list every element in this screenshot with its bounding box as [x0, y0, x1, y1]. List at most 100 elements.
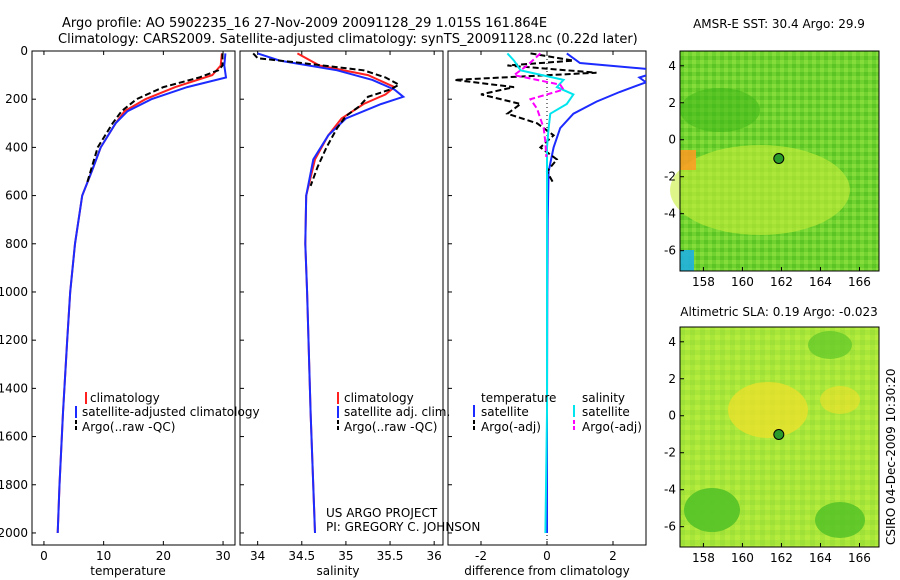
- depth-tick-label: 0: [20, 44, 28, 58]
- lat-tick-label: 4: [668, 59, 676, 73]
- salinity-panel: [239, 50, 444, 546]
- lat-tick-label: 0: [668, 409, 676, 423]
- x-tick-label: 20: [156, 549, 171, 563]
- lon-tick-label: 162: [770, 551, 793, 565]
- salinity-axis-label: salinity: [316, 564, 359, 578]
- lat-tick-label: -6: [664, 244, 676, 258]
- project-credit: US ARGO PROJECT: [326, 506, 438, 520]
- sla-low-patch-3: [808, 331, 852, 359]
- float-position-marker: [773, 429, 785, 441]
- profile-curves: [56, 52, 646, 534]
- sst-map-frame: [679, 50, 880, 272]
- x-tick-label: 10: [96, 549, 111, 563]
- difference-legend: temperature satellite Argo(-adj) salinit…: [473, 391, 642, 434]
- lat-tick-label: 2: [668, 372, 676, 386]
- legend-label-argo: Argo(..raw -QC): [82, 420, 175, 434]
- timestamp-credit: CSIRO 04-Dec-2009 10:30:20: [884, 368, 898, 545]
- lat-tick-label: 0: [668, 133, 676, 147]
- sst-map-axes: 158 160 162 164 166 4 2 0 -2 -4 -6: [664, 59, 871, 289]
- legend-label-climatology: climatology: [90, 391, 160, 405]
- sst-map: [670, 50, 880, 272]
- temperature-line-satellite-adjusted-climatology: [56, 53, 228, 534]
- lat-tick-label: -2: [664, 170, 676, 184]
- lon-tick-label: 166: [848, 275, 871, 289]
- sla-map-axes: 158 160 162 164 166 4 2 0 -2 -4 -6: [664, 335, 871, 565]
- figure-title-line2: Climatology: CARS2009. Satellite-adjuste…: [58, 32, 638, 47]
- legend-label-satellite: satellite adj. clim.: [344, 405, 450, 419]
- x-tick-label: -2: [475, 549, 487, 563]
- legend-label-satellite: satellite-adjusted climatology: [82, 405, 260, 419]
- figure-title-line1: Argo profile: AO 5902235_16 27-Nov-2009 …: [62, 16, 547, 31]
- temperature-series: [56, 53, 228, 534]
- lat-tick-label: -4: [664, 483, 676, 497]
- x-tick-label: 35: [338, 549, 353, 563]
- depth-tick-label: 1000: [0, 285, 28, 299]
- legend-label-sal-argo: Argo(-adj): [582, 420, 642, 434]
- sla-map-title: Altimetric SLA: 0.19 Argo: -0.023: [680, 305, 877, 319]
- depth-tick-label: 1600: [0, 430, 28, 444]
- lat-tick-label: -4: [664, 207, 676, 221]
- legend-heading-salinity: salinity: [582, 391, 625, 405]
- x-tick-label: 2: [609, 549, 617, 563]
- x-tick-label: 34.5: [288, 549, 315, 563]
- pi-credit: PI: GREGORY C. JOHNSON: [326, 520, 480, 534]
- sst-hot-spot: [680, 150, 696, 170]
- depth-tick-label: 400: [5, 140, 28, 154]
- lat-tick-label: -2: [664, 446, 676, 460]
- lon-tick-label: 164: [809, 275, 832, 289]
- legend-label-sal-satellite: satellite: [582, 405, 630, 419]
- sla-map: [679, 326, 880, 548]
- temperature-legend: climatology satellite-adjusted climatolo…: [75, 391, 260, 434]
- depth-tick-label: 1200: [0, 333, 28, 347]
- difference-line-temperature-argo-adj: [454, 52, 597, 184]
- legend-label-climatology: climatology: [344, 391, 414, 405]
- x-tick-label: 36: [427, 549, 442, 563]
- depth-tick-label: 800: [5, 237, 28, 251]
- difference-line-salinity-satellite: [506, 52, 575, 534]
- legend-label-argo: Argo(..raw -QC): [344, 420, 437, 434]
- temperature-line-argo-raw-qc: [85, 53, 224, 184]
- depth-tick-label: 2000: [0, 526, 28, 540]
- sla-high-patch-2: [820, 386, 860, 414]
- salinity-line-satellite-adj-clim: [257, 52, 406, 534]
- x-axes: 0 10 20 30 34 34.5 35 35.5 36 -2 0 2: [40, 51, 617, 563]
- sst-warm-patch: [670, 145, 850, 235]
- salinity-line-argo-raw-qc: [252, 52, 401, 187]
- sla-high-patch: [728, 382, 808, 438]
- temperature-axis-label: temperature: [90, 564, 165, 578]
- difference-series: [454, 52, 646, 534]
- depth-tick-label: 1400: [0, 381, 28, 395]
- depth-tick-label: 1800: [0, 478, 28, 492]
- lat-tick-label: 4: [668, 335, 676, 349]
- legend-label-temp-argo: Argo(-adj): [481, 420, 541, 434]
- salinity-series: [252, 52, 406, 534]
- lon-tick-label: 166: [848, 551, 871, 565]
- sla-low-patch-2: [815, 502, 865, 538]
- sst-map-title: AMSR-E SST: 30.4 Argo: 29.9: [693, 17, 865, 31]
- depth-axis: 0 200 400 600 800 1000 1200 1400 1600 1800 2000: [0, 44, 452, 540]
- x-tick-label: 0: [40, 549, 48, 563]
- legend-heading-temperature: temperature: [481, 391, 556, 405]
- lat-tick-label: -6: [664, 520, 676, 534]
- float-position-marker: [773, 153, 785, 165]
- salinity-legend: climatology satellite adj. clim. Argo(..…: [337, 391, 450, 434]
- legend-label-temp-satellite: satellite: [481, 405, 529, 419]
- lon-tick-label: 158: [692, 275, 715, 289]
- temperature-panel: [31, 50, 236, 546]
- x-tick-label: 35.5: [377, 549, 404, 563]
- x-tick-label: 34: [250, 549, 265, 563]
- lon-tick-label: 160: [731, 275, 754, 289]
- lon-tick-label: 164: [809, 551, 832, 565]
- lon-tick-label: 162: [770, 275, 793, 289]
- sst-warm-patch-2: [680, 88, 760, 132]
- lon-tick-label: 158: [692, 551, 715, 565]
- difference-axis-label: difference from climatology: [464, 564, 630, 578]
- sla-low-patch: [684, 488, 740, 532]
- lat-tick-label: 2: [668, 96, 676, 110]
- x-tick-label: 30: [215, 549, 230, 563]
- sst-cool-spot: [680, 250, 694, 271]
- difference-line-salinity-argo-adj: [511, 52, 566, 158]
- x-tick-label: 0: [543, 549, 551, 563]
- depth-tick-label: 200: [5, 92, 28, 106]
